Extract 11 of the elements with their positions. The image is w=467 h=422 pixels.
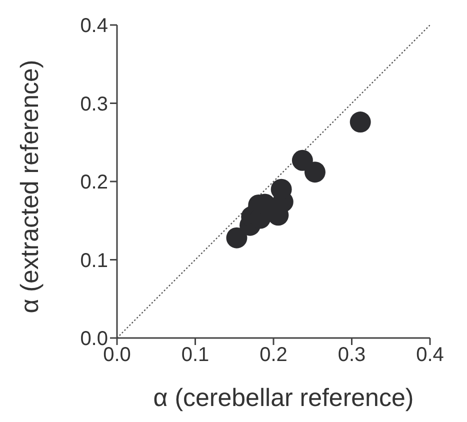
x-tick-label: 0.0 bbox=[103, 344, 131, 366]
y-tick-label: 0.4 bbox=[80, 15, 108, 38]
x-tick-label: 0.3 bbox=[338, 344, 366, 366]
y-axis-title: α (extracted reference) bbox=[16, 60, 44, 314]
x-tick-label: 0.4 bbox=[416, 344, 444, 366]
x-tick-label: 0.1 bbox=[181, 344, 210, 366]
x-axis-title: α (cerebellar reference) bbox=[153, 384, 414, 412]
y-tick-label: 0.1 bbox=[80, 250, 108, 272]
y-tick-label: 0.2 bbox=[80, 172, 108, 194]
y-tick-label: 0.3 bbox=[80, 93, 108, 116]
x-tick-label: 0.2 bbox=[260, 344, 288, 366]
